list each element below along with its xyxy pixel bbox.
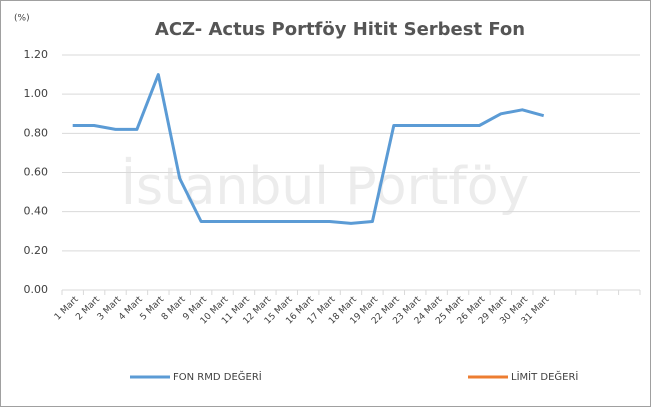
line-series	[72, 73, 545, 225]
legend-label: FON RMD DEĞERİ	[173, 370, 262, 383]
y-tick-label: 1.20	[24, 48, 49, 61]
y-tick-label: 0.40	[24, 205, 49, 218]
chart-title: ACZ- Actus Portföy Hitit Serbest Fon	[155, 19, 525, 40]
watermark: İstanbul Portföy	[121, 156, 530, 217]
y-tick-label: 0.00	[24, 283, 49, 296]
y-tick-label: 1.00	[24, 87, 49, 100]
legend-label: LİMİT DEĞERİ	[511, 370, 578, 383]
y-tick-label: 0.80	[24, 126, 49, 139]
y-tick-label: 0.60	[24, 166, 49, 179]
y-tick-label: 0.20	[24, 244, 49, 257]
y-axis-label: (%)	[14, 14, 30, 24]
